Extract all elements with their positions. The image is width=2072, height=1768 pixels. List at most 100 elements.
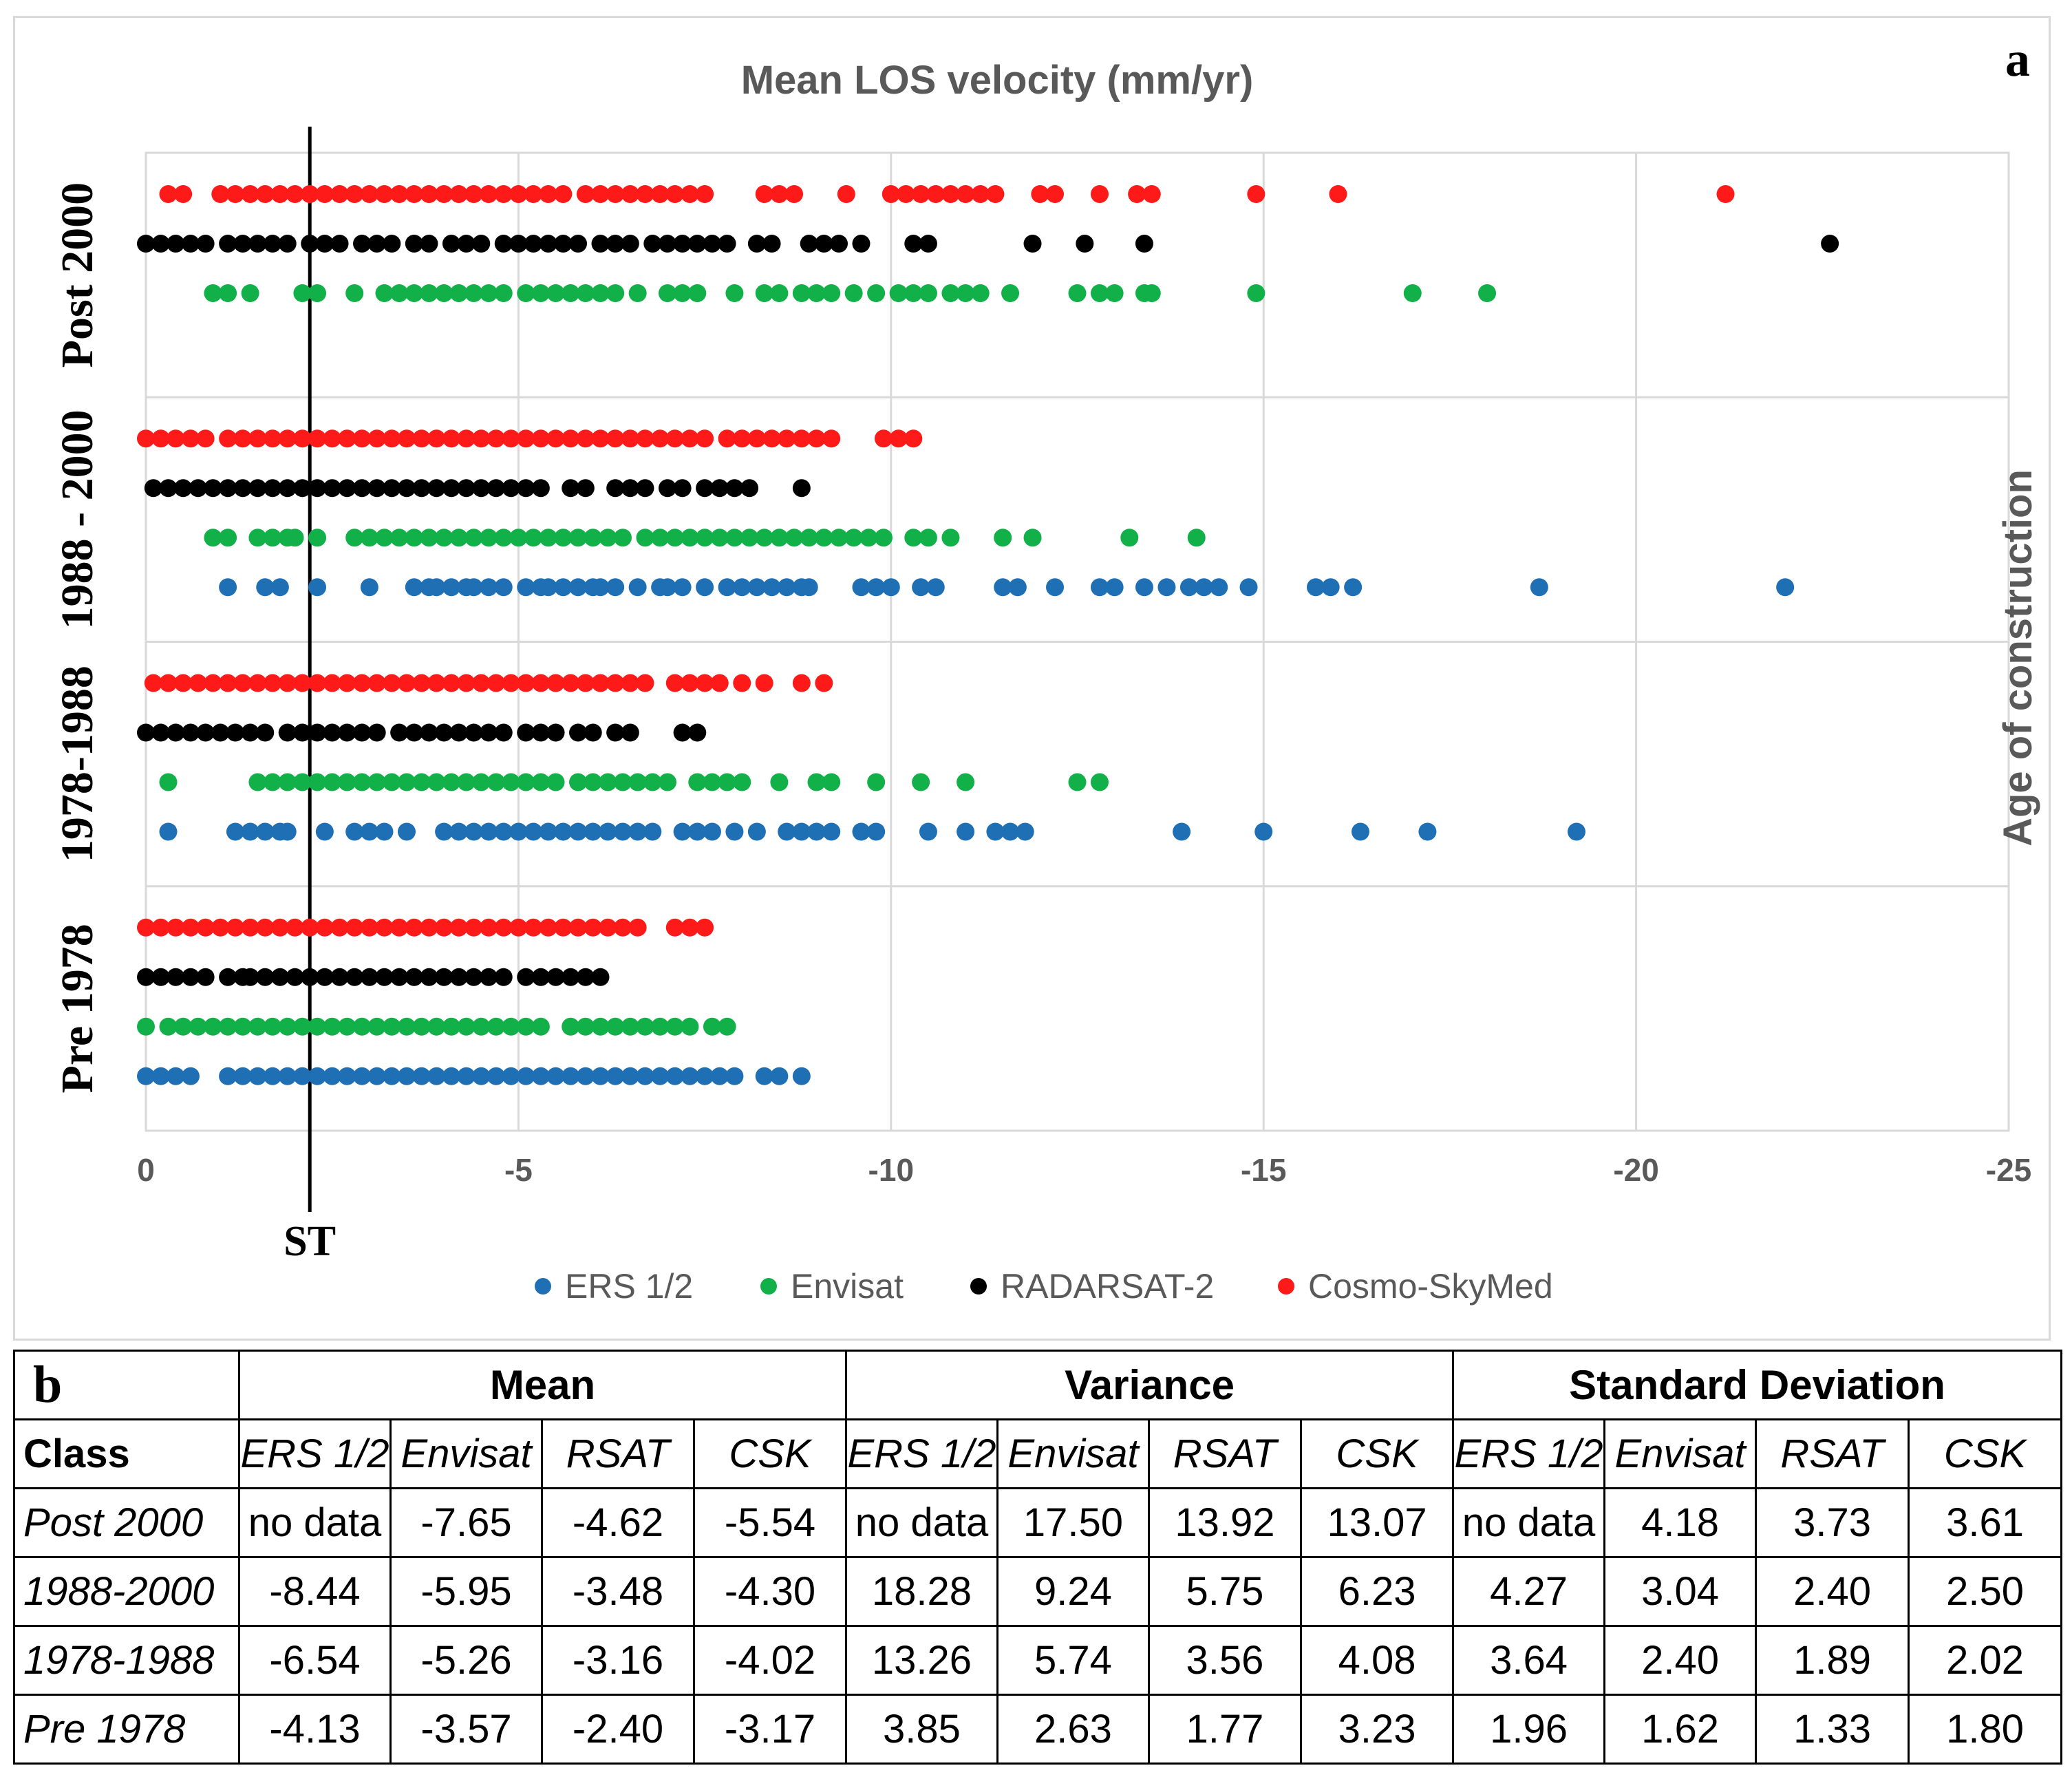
point-envisat-post-2000 — [844, 284, 863, 302]
point-ers-1-2-1978-1988 — [986, 822, 1005, 841]
category-label-layer: Post 2000 1988 - 2000 1978-1988 Pre 1978 — [52, 182, 103, 1094]
point-cosmo-skymed-1978-1988 — [412, 674, 431, 692]
table-cell: 3.56 — [1148, 1625, 1302, 1696]
point-envisat-1988-2000 — [345, 529, 364, 547]
point-ers-1-2-1988-2000 — [747, 578, 766, 597]
table-cell: -8.44 — [238, 1556, 392, 1627]
panel-label-a: a — [2005, 32, 2030, 87]
point-ers-1-2-1988-2000 — [673, 578, 692, 597]
point-radarsat-2-1978-1988 — [226, 723, 244, 742]
point-ers-1-2-1988-2000 — [1046, 578, 1065, 597]
point-ers-1-2-1978-1988 — [278, 822, 297, 841]
point-cosmo-skymed-1988-2000 — [151, 429, 170, 448]
point-envisat-post-2000 — [204, 284, 222, 302]
point-envisat-1988-2000 — [815, 529, 833, 547]
point-cosmo-skymed-1978-1988 — [665, 674, 684, 692]
point-ers-1-2-1988-2000 — [1530, 578, 1548, 597]
point-envisat-post-2000 — [517, 284, 535, 302]
point-cosmo-skymed-post-2000 — [837, 185, 855, 203]
point-ers-1-2-pre-1978 — [725, 1067, 744, 1085]
sub-header-envisat-1: Envisat — [996, 1418, 1150, 1489]
point-ers-1-2-pre-1978 — [621, 1067, 639, 1085]
chart-frame: a Mean LOS velocity (mm/yr) 0 -5 -10 -15 -20… — [13, 16, 2051, 1341]
point-envisat-1988-2000 — [994, 529, 1012, 547]
legend-label-radarsat-2: RADARSAT-2 — [1001, 1267, 1214, 1306]
point-cosmo-skymed-1988-2000 — [531, 429, 550, 448]
point-envisat-1988-2000 — [681, 529, 699, 547]
table-cell: 1.33 — [1755, 1694, 1910, 1765]
point-cosmo-skymed-1978-1988 — [159, 674, 178, 692]
point-radarsat-2-1978-1988 — [137, 723, 155, 742]
point-radarsat-2-post-2000 — [494, 235, 513, 253]
point-ers-1-2-pre-1978 — [502, 1067, 520, 1085]
point-envisat-1978-1988 — [323, 773, 341, 791]
point-envisat-1978-1988 — [264, 773, 282, 791]
point-envisat-post-2000 — [435, 284, 453, 302]
point-cosmo-skymed-post-2000 — [1142, 185, 1161, 203]
point-envisat-post-2000 — [1478, 284, 1497, 302]
point-radarsat-2-post-2000 — [383, 235, 401, 253]
point-cosmo-skymed-pre-1978 — [315, 918, 334, 937]
point-ers-1-2-1978-1988 — [345, 822, 364, 841]
table-cell: 3.64 — [1452, 1625, 1606, 1696]
point-cosmo-skymed-1988-2000 — [181, 429, 200, 448]
point-cosmo-skymed-1988-2000 — [487, 429, 505, 448]
point-cosmo-skymed-1978-1988 — [502, 674, 520, 692]
point-radarsat-2-1988-2000 — [710, 479, 729, 498]
point-radarsat-2-post-2000 — [591, 235, 610, 253]
point-cosmo-skymed-1978-1988 — [696, 674, 714, 692]
point-radarsat-2-post-2000 — [367, 235, 386, 253]
point-cosmo-skymed-1988-2000 — [546, 429, 565, 448]
point-ers-1-2-1988-2000 — [628, 578, 647, 597]
point-envisat-pre-1978 — [457, 1017, 476, 1036]
point-ers-1-2-1988-2000 — [464, 578, 483, 597]
point-cosmo-skymed-1978-1988 — [606, 674, 625, 692]
point-cosmo-skymed-post-2000 — [755, 185, 773, 203]
point-envisat-1988-2000 — [405, 529, 423, 547]
point-radarsat-2-1988-2000 — [621, 479, 639, 498]
point-radarsat-2-1978-1988 — [420, 723, 438, 742]
point-radarsat-2-1988-2000 — [293, 479, 312, 498]
point-envisat-1988-2000 — [248, 529, 267, 547]
point-ers-1-2-1988-2000 — [994, 578, 1012, 597]
point-radarsat-2-post-2000 — [718, 235, 736, 253]
point-envisat-1988-2000 — [375, 529, 394, 547]
group-header-std-dev: Standard Deviation — [1452, 1350, 2063, 1420]
point-envisat-1978-1988 — [912, 773, 930, 791]
point-cosmo-skymed-post-2000 — [174, 185, 193, 203]
table-row: Post 2000 no data -7.65 -4.62 -5.54 no data 17… — [13, 1487, 2063, 1558]
point-envisat-post-2000 — [420, 284, 438, 302]
point-cosmo-skymed-1978-1988 — [710, 674, 729, 692]
table-cell: 5.75 — [1148, 1556, 1302, 1627]
point-ers-1-2-1988-2000 — [569, 578, 588, 597]
point-radarsat-2-1988-2000 — [338, 479, 356, 498]
point-ers-1-2-1988-2000 — [256, 578, 275, 597]
point-envisat-post-2000 — [822, 284, 841, 302]
point-envisat-post-2000 — [1105, 284, 1124, 302]
point-ers-1-2-1988-2000 — [1195, 578, 1213, 597]
point-envisat-pre-1978 — [293, 1017, 312, 1036]
table-cell: -5.54 — [693, 1487, 847, 1558]
point-envisat-post-2000 — [464, 284, 483, 302]
legend: ERS 1/2 Envisat RADARSAT-2 Cosmo-SkyMed — [535, 1267, 1553, 1306]
point-envisat-1988-2000 — [390, 529, 409, 547]
point-radarsat-2-post-2000 — [405, 235, 423, 253]
point-radarsat-2-1988-2000 — [562, 479, 580, 498]
point-cosmo-skymed-1978-1988 — [353, 674, 372, 692]
point-radarsat-2-1988-2000 — [278, 479, 297, 498]
point-cosmo-skymed-pre-1978 — [286, 918, 304, 937]
point-envisat-1988-2000 — [435, 529, 453, 547]
table-cell: 1.62 — [1603, 1694, 1758, 1765]
point-cosmo-skymed-1978-1988 — [457, 674, 476, 692]
point-radarsat-2-post-2000 — [1076, 235, 1094, 253]
point-radarsat-2-post-2000 — [137, 235, 155, 253]
point-ers-1-2-1988-2000 — [219, 578, 237, 597]
point-envisat-post-2000 — [375, 284, 394, 302]
x-tick-label: -20 — [1613, 1152, 1658, 1188]
point-cosmo-skymed-post-2000 — [621, 185, 639, 203]
point-cosmo-skymed-1988-2000 — [762, 429, 781, 448]
point-ers-1-2-pre-1978 — [427, 1067, 446, 1085]
point-envisat-1978-1988 — [643, 773, 662, 791]
point-ers-1-2-pre-1978 — [636, 1067, 654, 1085]
point-envisat-1988-2000 — [264, 529, 282, 547]
